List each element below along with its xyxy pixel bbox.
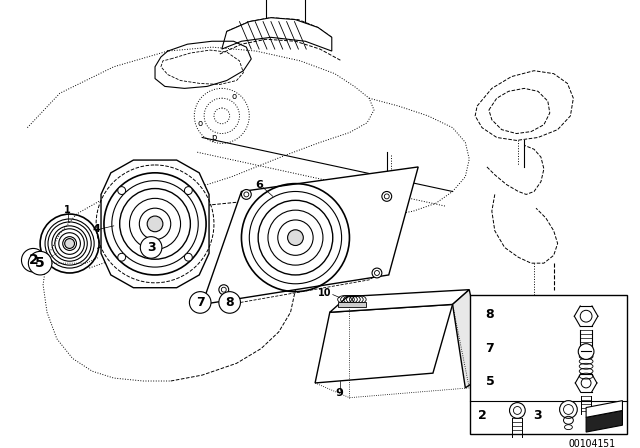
Circle shape — [287, 230, 303, 246]
Circle shape — [184, 253, 192, 261]
Polygon shape — [315, 304, 452, 383]
Text: 1: 1 — [64, 205, 71, 215]
Text: 2: 2 — [28, 253, 38, 267]
Text: 7: 7 — [486, 342, 494, 355]
Circle shape — [118, 253, 125, 261]
Circle shape — [244, 192, 249, 197]
Circle shape — [221, 287, 226, 292]
Circle shape — [509, 403, 525, 418]
Circle shape — [184, 187, 192, 194]
Circle shape — [559, 401, 577, 418]
Polygon shape — [101, 160, 209, 288]
Text: 7: 7 — [196, 296, 205, 309]
Circle shape — [372, 268, 382, 278]
Text: o: o — [198, 119, 203, 128]
Circle shape — [241, 190, 252, 199]
Circle shape — [382, 191, 392, 201]
Text: 8: 8 — [486, 308, 494, 321]
Text: 5: 5 — [35, 256, 45, 270]
Text: 10: 10 — [318, 288, 332, 297]
Text: 4: 4 — [92, 224, 100, 234]
Text: o: o — [231, 92, 236, 101]
Polygon shape — [222, 17, 332, 51]
Text: 2: 2 — [477, 409, 486, 422]
Circle shape — [118, 187, 125, 194]
Text: 3: 3 — [147, 241, 156, 254]
Polygon shape — [330, 290, 469, 312]
Circle shape — [22, 249, 45, 272]
Circle shape — [219, 292, 241, 313]
Circle shape — [147, 216, 163, 232]
Text: p: p — [211, 133, 216, 142]
Polygon shape — [202, 167, 418, 304]
Polygon shape — [338, 302, 366, 307]
Text: OO1O4151: OO1O4151 — [568, 439, 616, 448]
Circle shape — [384, 194, 389, 199]
Polygon shape — [586, 410, 623, 432]
Text: 3: 3 — [532, 409, 541, 422]
Text: 9: 9 — [336, 388, 344, 398]
Circle shape — [374, 271, 380, 276]
Text: 8: 8 — [225, 296, 234, 309]
Circle shape — [65, 239, 74, 249]
Circle shape — [579, 344, 594, 359]
Text: 6: 6 — [255, 180, 263, 190]
Polygon shape — [586, 401, 623, 418]
Circle shape — [28, 251, 52, 275]
Polygon shape — [452, 290, 487, 388]
Text: 5: 5 — [486, 375, 494, 388]
Circle shape — [189, 292, 211, 313]
Bar — [470, 295, 627, 434]
Circle shape — [219, 285, 228, 295]
Circle shape — [140, 237, 162, 258]
